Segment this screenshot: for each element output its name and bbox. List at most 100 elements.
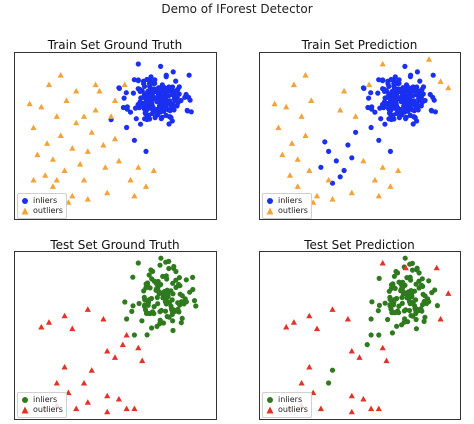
outlier-point	[275, 124, 282, 130]
inlier-point	[162, 90, 168, 96]
inlier-point	[399, 92, 406, 98]
inlier-point	[144, 332, 150, 338]
outlier-point	[150, 167, 157, 173]
inlier-point	[381, 99, 388, 105]
inlier-point	[413, 326, 419, 332]
outlier-point	[302, 72, 309, 78]
inlier-point	[349, 155, 355, 161]
inlier-point	[163, 72, 169, 78]
inlier-point	[388, 76, 394, 83]
outlier-point	[379, 344, 386, 351]
inlier-point	[135, 260, 141, 266]
inlier-point	[326, 380, 332, 386]
inlier-point	[368, 90, 374, 96]
outlier-point	[294, 156, 301, 162]
outlier-point	[135, 344, 142, 351]
outlier-point	[325, 176, 332, 183]
outlier-point	[313, 325, 321, 332]
inlier-point	[414, 118, 420, 124]
outlier-point	[38, 103, 45, 110]
legend-entry-outliers: outliers	[266, 206, 308, 216]
outlier-point	[88, 129, 95, 135]
inlier-point	[160, 98, 167, 104]
inlier-point	[360, 85, 366, 91]
outlier-point	[131, 405, 138, 412]
inlier-point	[406, 298, 412, 305]
inlier-point	[137, 88, 143, 94]
outlier-point	[445, 290, 452, 296]
inlier-point	[162, 308, 169, 314]
inlier-point	[182, 296, 188, 302]
plot-frame	[14, 52, 217, 220]
outlier-point	[49, 183, 56, 189]
inlier-point	[388, 282, 395, 288]
inlier-point	[369, 299, 375, 305]
inlier-point	[391, 273, 397, 279]
inlier-point	[434, 303, 440, 309]
inlier-point	[398, 99, 404, 105]
inlier-point	[372, 109, 378, 115]
inlier-point	[131, 137, 137, 143]
inlier-point	[135, 61, 141, 67]
inlier-point	[414, 267, 420, 273]
outlier-point	[88, 367, 95, 373]
inlier-point	[392, 285, 398, 291]
inlier-point	[156, 291, 162, 297]
outlier-point	[139, 357, 146, 364]
outlier-point	[34, 151, 41, 158]
inlier-point	[170, 327, 176, 334]
inlier-point	[121, 95, 127, 101]
outlier-point	[375, 192, 382, 199]
inlier-point	[403, 116, 409, 122]
inlier-point	[147, 285, 153, 291]
inlier-point	[378, 116, 384, 122]
inlier-point	[146, 272, 152, 278]
inlier-point	[130, 90, 136, 96]
inlier-point	[146, 81, 153, 87]
outlier-point	[123, 331, 130, 338]
inlier-point	[416, 285, 422, 291]
inlier-point	[400, 285, 406, 291]
outlier-point	[306, 312, 313, 319]
panel-train-truth	[14, 52, 217, 220]
outlier-point	[298, 113, 305, 119]
outlier-point	[402, 264, 409, 271]
legend-label: inliers	[278, 395, 303, 404]
inlier-point	[148, 105, 154, 111]
inlier-point	[188, 109, 194, 115]
outlier-point	[290, 81, 297, 88]
inlier-point	[163, 112, 169, 118]
inlier-point	[364, 342, 370, 348]
legend-entry-outliers: outliers	[266, 405, 308, 415]
outlier-point	[337, 107, 344, 113]
inlier-point	[193, 303, 199, 309]
inlier-point	[154, 323, 160, 329]
figure-title: Demo of IForest Detector	[161, 2, 313, 16]
outlier-point	[379, 60, 386, 67]
inlier-point	[163, 273, 169, 279]
outlier-point	[121, 81, 128, 88]
outlier-point	[298, 379, 305, 386]
outlier-point	[104, 408, 111, 415]
inlier-point	[142, 116, 148, 122]
panel-title-test-prediction: Test Set Prediction	[304, 238, 415, 252]
legend-label: outliers	[33, 405, 63, 414]
inlier-point	[395, 308, 401, 314]
inlier-point	[318, 164, 324, 170]
inlier-point	[124, 316, 130, 322]
inlier-point	[415, 107, 421, 113]
inlier-point	[143, 285, 149, 291]
legend-marker-circle	[22, 198, 28, 204]
inlier-point	[157, 317, 163, 323]
inlier-point	[333, 158, 339, 164]
inlier-point	[421, 318, 427, 324]
inlier-point	[142, 302, 148, 308]
inlier-point	[326, 148, 332, 154]
inlier-point	[322, 139, 328, 145]
outlier-point	[329, 306, 336, 312]
outlier-point	[306, 167, 313, 173]
inlier-point	[402, 316, 408, 322]
inlier-point	[142, 297, 148, 303]
inlier-point	[142, 307, 149, 313]
outlier-point	[395, 167, 402, 173]
